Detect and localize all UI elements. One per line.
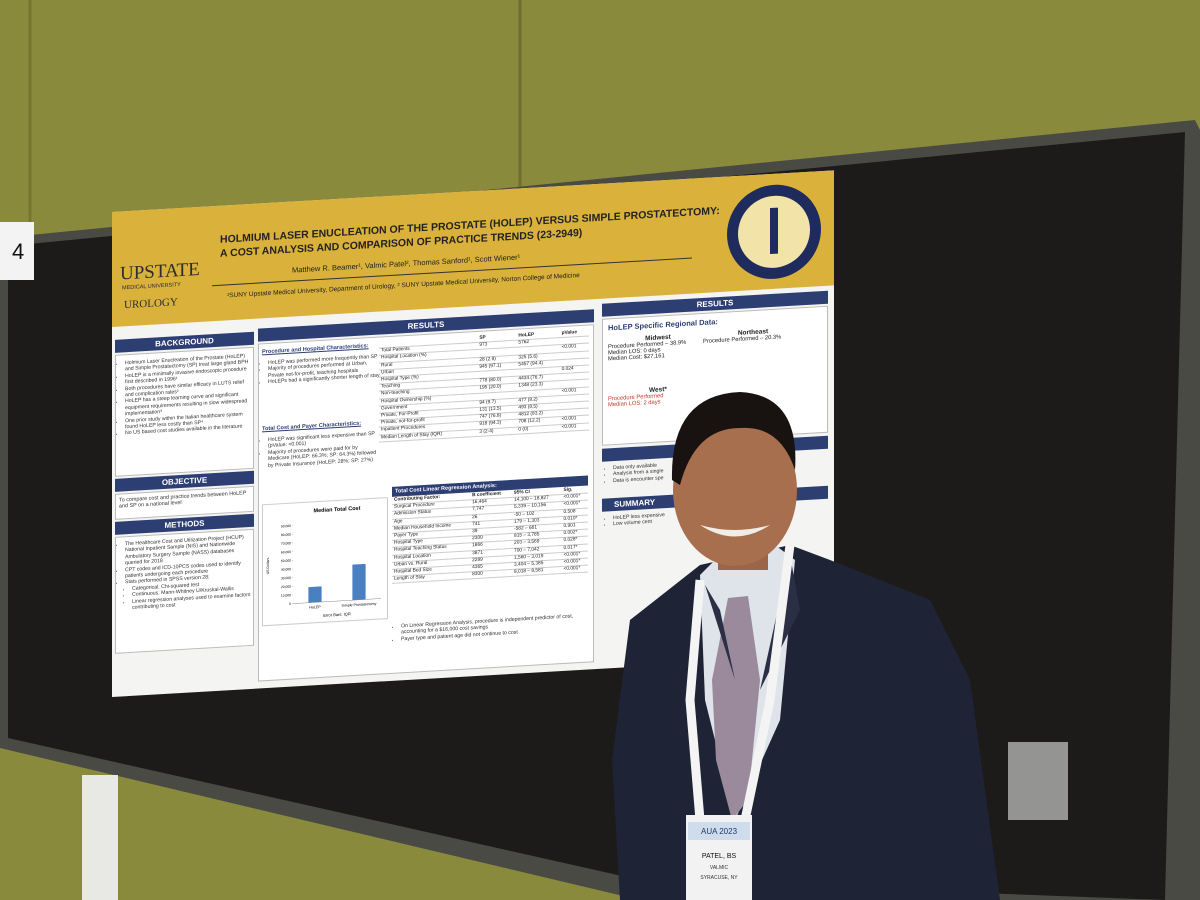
y-tick-label: 10,000 xyxy=(281,593,291,598)
axis-line xyxy=(293,598,381,604)
lanyard xyxy=(740,544,795,821)
y-tick-label: 20,000 xyxy=(281,585,291,590)
y-tick-label: 90,000 xyxy=(281,524,291,529)
pole xyxy=(82,775,118,900)
chart: Median Total Cost US Dollars 0 10,000 20,000… xyxy=(266,506,381,618)
y-tick-label: 30,000 xyxy=(281,576,291,581)
badge-city: SYRACUSE, NY xyxy=(700,875,738,881)
y-tick-label: 0 xyxy=(289,602,291,606)
chart-box: Median Total Cost US Dollars 0 10,000 20,000… xyxy=(262,497,388,627)
badge-first-name: VALMIC xyxy=(710,865,729,871)
lapel xyxy=(705,585,735,680)
y-axis-label: US Dollars xyxy=(266,557,270,574)
booth-number: 4 xyxy=(12,239,24,264)
y-tick-label: 80,000 xyxy=(281,533,291,538)
badge-banner xyxy=(688,822,750,840)
bar xyxy=(308,586,322,603)
lanyard xyxy=(685,579,705,821)
bar xyxy=(352,563,366,601)
booth-sign xyxy=(0,222,34,280)
y-tick-label: 50,000 xyxy=(281,559,291,564)
x-tick-label: Simple Prostatectomy xyxy=(342,602,377,608)
y-tick-label: 60,000 xyxy=(281,550,291,555)
smile xyxy=(700,525,770,537)
chart-title: Median Total Cost xyxy=(314,506,361,515)
face xyxy=(673,414,797,566)
suit xyxy=(612,545,1000,900)
results-panel: Procedure and Hospital Characteristics: … xyxy=(258,324,594,682)
badge-event: AUA 2023 xyxy=(701,827,738,836)
hair xyxy=(671,392,796,485)
university-seal xyxy=(727,184,821,279)
pin-bag xyxy=(1008,742,1068,820)
tie xyxy=(712,596,760,820)
seal-staff xyxy=(770,207,778,255)
x-tick-label: HoLEP xyxy=(309,605,321,610)
y-tick-label: 70,000 xyxy=(281,541,291,546)
y-tick-label: 40,000 xyxy=(281,567,291,572)
badge-name: PATEL, BS xyxy=(702,853,737,860)
poster: UPSTATE MEDICAL UNIVERSITY UROLOGY HOLMI… xyxy=(112,170,834,697)
chart-note: Error Bars: IQR xyxy=(323,611,351,618)
